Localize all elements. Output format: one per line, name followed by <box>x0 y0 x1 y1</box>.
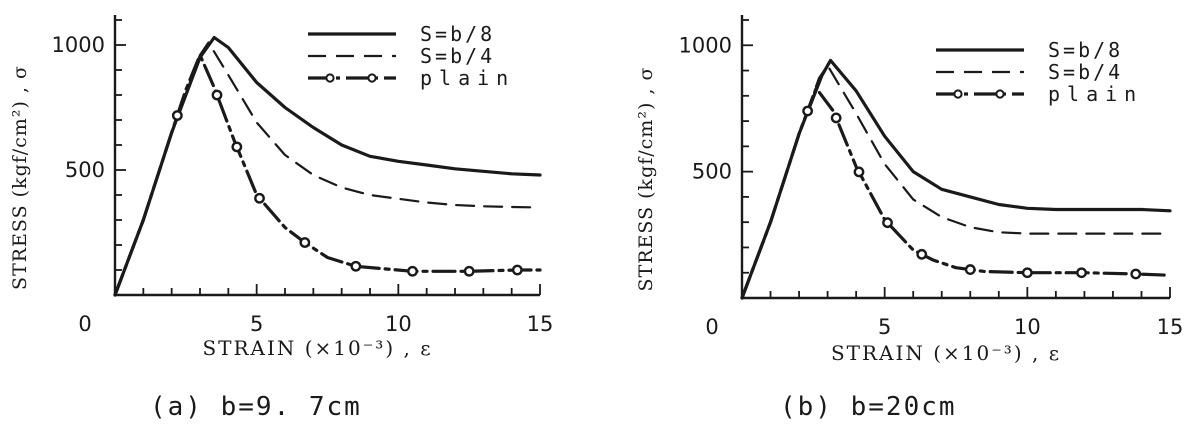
chart-b-x-tick-label: 5 <box>878 315 891 339</box>
chart-a-legend-marker <box>325 73 335 83</box>
chart-a-legend-label: S=b/4 <box>420 44 495 68</box>
chart-b-legend-label: S=b/8 <box>1048 38 1123 62</box>
chart-b-plain-marker <box>916 248 928 260</box>
chart-a-plain-marker <box>299 237 311 248</box>
chart-a-plain-marker <box>511 264 523 276</box>
chart-a-svg: 0 5 10 15 500 1000 STRAIN (×10⁻³) , ε STRESS (k… <box>9 15 554 360</box>
chart-b-legend-marker <box>953 89 963 99</box>
chart-a-x-tick-label: 15 <box>527 312 554 336</box>
chart-b-legend-marker <box>995 89 1005 99</box>
chart-b-x-tick-label: 0 <box>705 315 718 339</box>
chart-a-plain-marker <box>171 110 183 121</box>
chart-a-plain-marker <box>211 89 223 101</box>
chart-b-plain-marker <box>964 264 976 275</box>
chart-a-plain-marker <box>231 141 243 153</box>
chart-a-legend-label: S=b/8 <box>420 22 495 46</box>
chart-b-plain-marker <box>1130 268 1142 280</box>
chart-b-caption: (b) b=20cm <box>780 392 957 422</box>
chart-b-svg: 0 5 10 15 500 1000 STRAIN (×10⁻³) , ε STRESS (k… <box>635 15 1184 365</box>
chart-b-plain-marker <box>1021 267 1033 279</box>
chart-a-plain-marker <box>463 265 475 277</box>
chart-b-x-tick-label: 10 <box>1014 315 1041 339</box>
chart-a-legend-marker <box>367 73 377 83</box>
chart-a-caption: (a) b=9. 7cm <box>150 392 362 422</box>
chart-b-legend-label: S=b/4 <box>1048 60 1123 84</box>
chart-a-series-plain-line <box>113 53 542 297</box>
chart-b-y-tick-label: 500 <box>692 160 732 184</box>
chart-b-plain-marker <box>802 105 814 117</box>
chart-b-x-axis-label: STRAIN (×10⁻³) , ε <box>831 341 1061 365</box>
chart-b-series-plain-line <box>740 86 1172 300</box>
chart-b-plain-marker <box>1076 267 1087 279</box>
chart-b-y-tick-label: 1000 <box>679 33 732 57</box>
chart-b-plain-marker <box>830 112 842 124</box>
chart-a-plain-marker <box>350 260 362 272</box>
chart-b-y-axis-label: STRESS (kgf/cm²) , σ <box>635 67 657 292</box>
chart-b-series-sb8-line <box>740 58 1172 300</box>
chart-a-x-axis-label: STRAIN (×10⁻³) , ε <box>202 336 432 360</box>
chart-a-plain-marker <box>407 265 418 277</box>
chart-b-plain-marker <box>853 166 865 178</box>
chart-panel-b: 0 5 10 15 500 1000 STRAIN (×10⁻³) , ε STRESS (k… <box>620 0 1184 432</box>
chart-a-y-axis-label: STRESS (kgf/cm²) , σ <box>9 65 31 290</box>
chart-a-plain-marker <box>254 192 265 204</box>
chart-panel-a: 0 5 10 15 500 1000 STRAIN (×10⁻³) , ε STRESS (k… <box>9 15 554 422</box>
chart-b-legend-label: plain <box>1048 82 1143 106</box>
chart-a-y-tick-label: 500 <box>65 158 105 182</box>
chart-b-x-tick-label: 15 <box>1157 315 1184 339</box>
chart-a-x-tick-label: 5 <box>250 312 263 336</box>
chart-a-y-tick-label: 1000 <box>52 33 105 57</box>
chart-b-plain-marker <box>882 217 893 229</box>
chart-a-x-tick-label: 10 <box>385 312 412 336</box>
chart-a-x-tick-label: 0 <box>78 312 91 336</box>
chart-a-legend-label: plain <box>420 66 515 90</box>
